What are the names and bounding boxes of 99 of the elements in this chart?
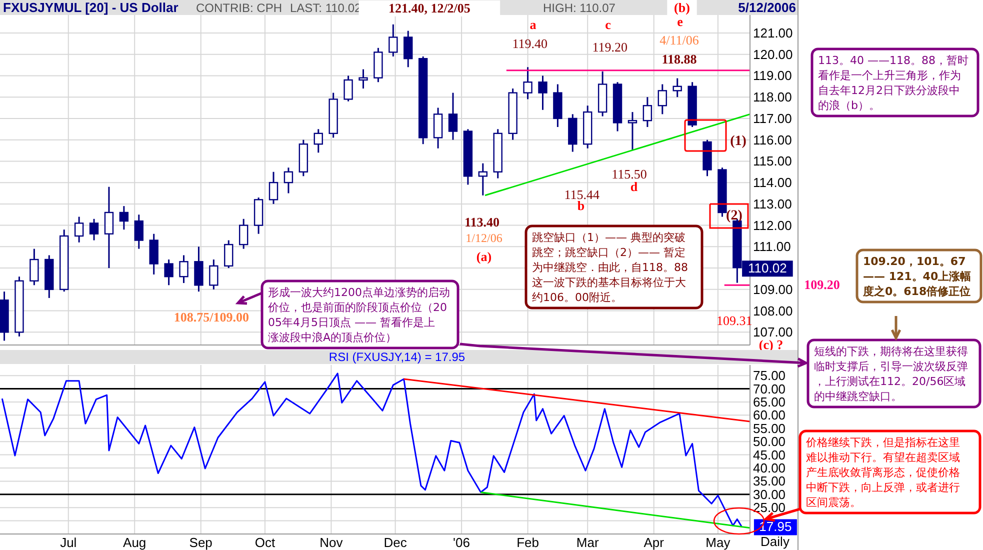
chart-title: FXUSJYMUL [20] - US Dollar	[3, 0, 178, 15]
candlestick	[628, 111, 638, 152]
candlestick	[478, 162, 488, 196]
text: CONTRIB: CPH	[196, 1, 282, 15]
annotation: 1/12/06	[466, 231, 502, 245]
annotation: c	[605, 17, 612, 32]
x-tick-label: Jul	[60, 535, 77, 550]
candlestick	[89, 218, 99, 242]
annotation: d	[630, 179, 638, 194]
y-tick-label: 113.00	[753, 196, 792, 212]
candlestick	[238, 218, 248, 250]
annotation: a	[530, 17, 537, 32]
candlestick	[284, 166, 294, 194]
candlestick	[224, 240, 234, 269]
annotation: 108.75/109.00	[174, 310, 249, 325]
y-tick-label: 118.00	[753, 90, 792, 105]
y-tick-label: 65.00	[753, 394, 786, 410]
candlestick	[149, 233, 158, 276]
y-tick-label: 108.00	[753, 303, 793, 318]
annotation: 121.40, 12/2/05	[388, 0, 471, 16]
annotation: (1)	[730, 134, 747, 149]
candlestick	[448, 92, 458, 141]
y-tick-label: 117.00	[753, 110, 792, 126]
text: 113。40 ——118。88，暂时看作是一个上升三角形，作为自去年12月2日下跌分波段中的浪（b）。	[818, 54, 968, 112]
candlestick	[523, 66, 532, 100]
y-tick-label: 109.00	[753, 282, 793, 297]
candlestick	[74, 216, 84, 244]
x-tick-label: Apr	[644, 535, 665, 550]
x-tick-label: '06	[453, 535, 470, 550]
text: Daily	[760, 534, 790, 549]
y-tick-label: 55.00	[753, 420, 786, 436]
y-tick-label: 60.00	[753, 408, 786, 423]
candlestick	[344, 74, 353, 102]
y-tick-label: 70.00	[753, 381, 786, 396]
annotation: 115.50	[612, 166, 647, 182]
annotation: e	[677, 14, 684, 29]
annotation: 跳空缺口（1）—— 典型的突破跳空；跳空缺口（2）—— 暂定为中继跳空．由此，自118。88这一波下跌的基本目标将位于大约106。00附近。	[532, 231, 688, 304]
annotation: 113.40	[464, 214, 500, 230]
candlestick	[672, 78, 682, 98]
text: 5/12/2006	[738, 0, 796, 15]
y-tick-label: 116.00	[753, 132, 792, 148]
annotation: 4/11/06	[660, 32, 700, 48]
annotation: 119.20	[592, 39, 628, 54]
annotation: 119.40	[512, 36, 548, 52]
candlestick	[30, 248, 39, 286]
candlestick	[119, 205, 129, 230]
y-tick-label: 50.00	[753, 434, 786, 450]
x-tick-label: Feb	[516, 535, 539, 550]
y-tick-label: 114.00	[753, 175, 792, 190]
y-tick-label: 119.00	[753, 68, 792, 84]
text: 价格继续下跌，但是指标在这里难以推动下行。有望在超卖区域产生底收敛背离形态，促使价格中断下跌，向上反弹，或者进行区间震荡。	[805, 436, 960, 509]
annotation: (2)	[726, 208, 743, 224]
y-tick-label: 25.00	[753, 500, 786, 516]
text: 109.20	[804, 277, 840, 292]
candlestick	[268, 171, 278, 205]
y-tick-label: 35.00	[753, 474, 786, 489]
annotation: 118.88	[662, 51, 698, 66]
y-tick-label: 107.00	[753, 324, 793, 340]
y-tick-label: 45.00	[753, 447, 786, 462]
text: 109.20，101。67 —— 121。40上涨幅度之0。618倍修正位	[862, 255, 972, 298]
candlestick	[104, 186, 114, 269]
candlestick	[388, 24, 398, 58]
x-tick-label: Sep	[189, 535, 212, 550]
chart-title: RSI (FXUSJY,14) = 17.95	[328, 350, 466, 364]
candlestick	[134, 214, 144, 250]
y-tick-label: 111.00	[753, 239, 791, 254]
x-tick-label: Nov	[320, 535, 344, 550]
y-tick-label: 75.00	[753, 368, 786, 384]
candlestick	[358, 68, 368, 90]
candlestick	[209, 258, 218, 290]
line-series	[1, 372, 742, 527]
annotation: 110.02	[748, 260, 787, 276]
candlestick	[658, 84, 667, 115]
x-tick-label: Oct	[254, 535, 276, 550]
annotation: 109.31	[716, 312, 752, 328]
y-tick-label: 121.00	[753, 25, 793, 40]
candlestick	[179, 254, 188, 284]
x-tick-label: Aug	[123, 535, 146, 550]
y-tick-label: 30.00	[753, 486, 786, 502]
annotation: 形成一波大约1200点单边涨势的启动价位，也是前面的阶段顶点价位（2005年4月5日顶点 —— 暂看作是上涨波段中浪A的顶点价位）	[267, 286, 450, 344]
x-tick-label: Dec	[384, 535, 408, 550]
x-tick-label: Mar	[576, 535, 600, 550]
text: 短线的下跌，期待将在这里获得临时支撑后，引导一波次级反弹，上行测试在112。20/56区域的中继跳空缺口。	[814, 345, 968, 403]
candlestick	[433, 107, 443, 150]
candlestick	[538, 74, 548, 111]
candlestick	[314, 128, 323, 154]
y-tick-label: 112.00	[753, 218, 792, 233]
x-tick-label: May	[706, 535, 731, 550]
text: (b)	[674, 0, 690, 15]
annotation: 17.95	[759, 519, 792, 534]
candlestick	[194, 246, 204, 292]
annotation: (a)	[476, 249, 492, 264]
text: HIGH: 110.07	[543, 1, 616, 15]
y-tick-label: 115.00	[753, 154, 792, 169]
candlestick	[164, 258, 174, 286]
candlestick	[404, 30, 413, 68]
y-tick-label: 120.00	[753, 46, 793, 62]
y-tick-label: 40.00	[753, 460, 786, 476]
candlestick	[642, 96, 652, 128]
